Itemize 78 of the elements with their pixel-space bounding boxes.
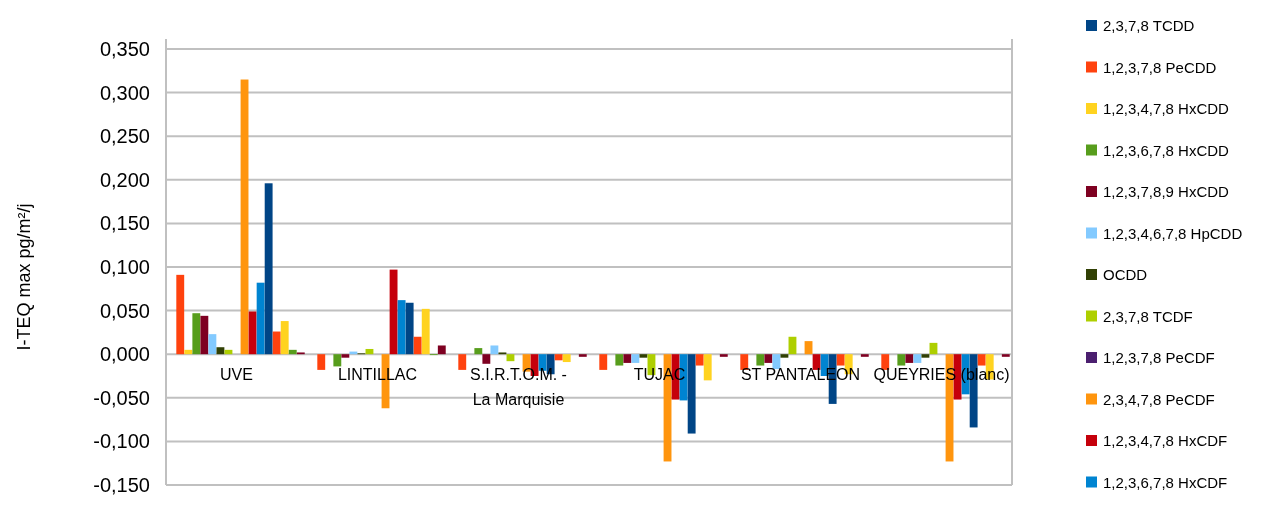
legend-label: 1,2,3,6,7,8 HxCDD xyxy=(1103,141,1230,159)
bar xyxy=(248,311,257,355)
bar xyxy=(836,354,845,366)
y-tick-label: 0,350 xyxy=(99,38,150,60)
y-tick-label: 0,200 xyxy=(99,168,150,191)
legend-label: 1,2,3,7,8,9 HxCDD xyxy=(1103,183,1230,201)
bar xyxy=(437,345,446,355)
y-tick-label: 0,050 xyxy=(99,299,150,322)
bar xyxy=(615,354,624,366)
bar xyxy=(578,354,587,357)
bar xyxy=(490,345,499,355)
legend-label: OCDD xyxy=(1103,266,1148,284)
bar xyxy=(703,354,712,381)
bar xyxy=(200,315,209,355)
bar xyxy=(860,354,869,357)
bar xyxy=(288,349,297,355)
bar xyxy=(812,354,821,370)
bar xyxy=(756,354,765,366)
y-tick-label: 0,250 xyxy=(99,125,150,148)
bar xyxy=(413,336,422,355)
bar xyxy=(554,354,563,361)
bar xyxy=(317,354,326,370)
legend-label: 1,2,3,7,8 PeCDD xyxy=(1103,58,1217,76)
bar xyxy=(881,354,890,370)
bar xyxy=(192,313,201,355)
bar xyxy=(780,354,789,358)
y-axis-title: I-TEQ max pg/m²/j xyxy=(14,203,34,351)
legend-label: 1,2,3,7,8 PeCDF xyxy=(1103,349,1215,367)
bar xyxy=(405,302,414,355)
x-tick-label: UVE xyxy=(220,365,253,383)
y-tick-label: 0,150 xyxy=(99,212,150,235)
legend-label: 1,2,3,4,6,7,8 HpCDD xyxy=(1103,224,1243,242)
bar xyxy=(772,354,781,370)
bar xyxy=(719,354,728,357)
x-tick-label: S.I.R.T.O.M. - La Marquisie xyxy=(470,365,567,409)
y-tick-label: -0,050 xyxy=(93,386,150,409)
bar xyxy=(256,282,265,355)
bar xyxy=(184,349,193,355)
bar xyxy=(977,354,986,366)
bar xyxy=(272,331,281,355)
bar xyxy=(458,354,467,370)
legend-label: 2,3,4,7,8 PeCDF xyxy=(1103,390,1215,408)
y-tick-label: -0,150 xyxy=(93,474,150,496)
bar xyxy=(482,354,491,364)
legend-label: 2,3,7,8 TCDF xyxy=(1103,307,1193,325)
bar xyxy=(631,354,640,363)
legend-label: 1,2,3,6,7,8 HxCDF xyxy=(1103,473,1228,491)
bar xyxy=(333,354,342,367)
bar xyxy=(341,354,350,358)
y-tick-label: 0,000 xyxy=(99,343,150,366)
legend-label: 1,2,3,4,7,8 HxCDD xyxy=(1103,100,1230,118)
bar xyxy=(740,354,749,370)
y-tick-label: 0,100 xyxy=(99,256,150,278)
bar xyxy=(921,354,930,358)
bar xyxy=(695,354,704,366)
bar xyxy=(599,354,608,370)
bar xyxy=(264,183,273,355)
bar xyxy=(905,354,914,363)
legend-label: 2,3,7,8 TCDD xyxy=(1103,17,1195,35)
legend-label: 1,2,3,4,7,8 HxCDF xyxy=(1103,432,1228,450)
bar xyxy=(623,354,632,363)
bar xyxy=(897,354,906,366)
y-tick-label: 0,300 xyxy=(99,81,150,104)
bar xyxy=(421,308,430,355)
bar xyxy=(216,347,225,355)
bar xyxy=(176,274,185,355)
bar xyxy=(280,321,289,355)
bar xyxy=(208,334,217,355)
y-tick-label: -0,100 xyxy=(93,430,150,453)
bar xyxy=(639,354,648,358)
bar xyxy=(389,269,398,355)
bar xyxy=(1001,354,1010,357)
bar xyxy=(474,348,483,355)
bar xyxy=(764,354,773,363)
bar xyxy=(687,354,696,434)
bar xyxy=(562,354,571,363)
bar xyxy=(913,354,922,363)
bar xyxy=(397,300,406,355)
